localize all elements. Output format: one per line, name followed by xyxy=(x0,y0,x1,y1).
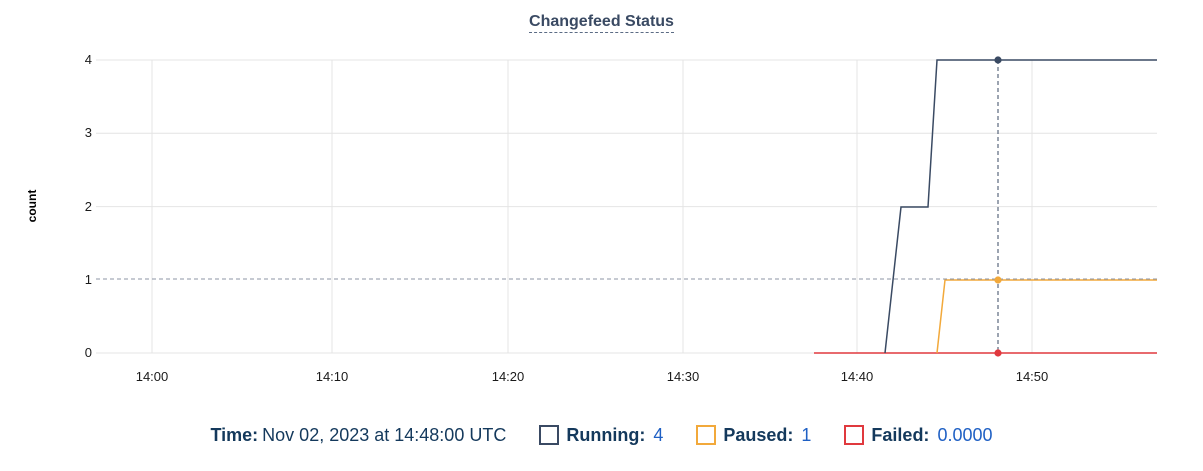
svg-text:4: 4 xyxy=(85,52,92,67)
svg-text:0: 0 xyxy=(85,345,92,360)
svg-text:count: count xyxy=(25,190,39,223)
svg-text:14:20: 14:20 xyxy=(492,369,525,384)
svg-text:14:30: 14:30 xyxy=(667,369,700,384)
svg-text:14:10: 14:10 xyxy=(316,369,349,384)
svg-text:14:50: 14:50 xyxy=(1016,369,1049,384)
svg-text:14:00: 14:00 xyxy=(136,369,169,384)
svg-text:1: 1 xyxy=(85,272,92,287)
svg-text:14:40: 14:40 xyxy=(841,369,874,384)
svg-text:3: 3 xyxy=(85,125,92,140)
svg-text:2: 2 xyxy=(85,199,92,214)
